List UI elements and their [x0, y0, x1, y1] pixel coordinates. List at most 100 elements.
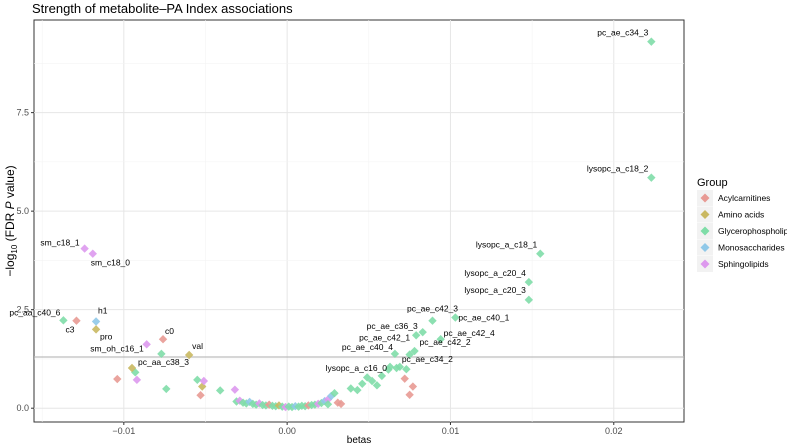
labeled-data-point [436, 335, 445, 344]
labeled-data-point [410, 346, 419, 356]
labeled-data-point [390, 349, 400, 359]
data-point [362, 373, 372, 382]
data-point [405, 390, 414, 400]
data-point [242, 399, 251, 408]
legend-label: Glycerophospholipids [718, 226, 787, 236]
legend-symbol [700, 226, 710, 236]
legend-symbol [700, 243, 710, 252]
data-point [193, 375, 202, 385]
point-label: sm_c18_0 [91, 258, 130, 268]
x-axis-ticks: −0.01 0.00 0.01 0.02 [112, 422, 623, 436]
data-points [59, 37, 656, 412]
point-labels: pc_ae_c34_3 lysopc_a_c18_2 lysopc_a_c18_1l… [9, 28, 648, 373]
point-label: pc_aa_c40_6 [9, 307, 60, 317]
labeled-data-point [411, 331, 421, 340]
legend-label: Sphingolipids [718, 259, 769, 269]
point-label: c3 [65, 325, 74, 335]
point-label: pc_ae_c42_2 [420, 337, 471, 347]
point-label: pc_ae_c40_1 [458, 313, 509, 323]
labeled-data-point [59, 316, 68, 325]
point-label: lysopc_a_c20_3 [464, 285, 526, 295]
data-point [162, 384, 171, 394]
data-point [336, 399, 346, 409]
point-label: pc_aa_c38_3 [138, 357, 189, 367]
point-label: lysopc_a_c18_1 [476, 240, 538, 250]
labeled-data-point [428, 316, 437, 325]
labeled-data-point [91, 317, 101, 326]
point-label: pc_ae_c42_3 [407, 304, 458, 314]
grid [34, 20, 684, 422]
data-point [353, 385, 362, 395]
y-axis-ticks: 0.0 2.5 5.0 7.5 [16, 108, 34, 413]
point-label: sm_c18_1 [40, 238, 79, 248]
y-tick-label: 5.0 [16, 206, 29, 216]
data-point [132, 375, 142, 385]
y-axis-label-prefix: −log [3, 254, 17, 277]
legend-label: Acylcarnitines [718, 193, 770, 203]
labeled-data-point [88, 249, 97, 258]
labeled-data-point [158, 335, 168, 344]
point-label: lysopc_a_c20_4 [464, 268, 526, 278]
labeled-data-point [536, 249, 545, 258]
legend-label: Amino acids [718, 210, 764, 220]
point-label: pc_ae_c34_2 [402, 354, 453, 364]
point-label: val [192, 341, 203, 351]
point-label: pc_ae_c40_4 [342, 342, 393, 352]
x-tick-label: 0.01 [442, 426, 460, 436]
y-tick-label: 0.0 [16, 403, 29, 413]
legend-label: Monosaccharides [718, 243, 785, 253]
data-point [196, 391, 205, 400]
data-point [405, 350, 414, 359]
point-label: h1 [98, 306, 108, 316]
point-label: pro [100, 331, 113, 341]
y-axis-label: −log10 (FDR P value) [3, 165, 19, 276]
y-axis-label-mid: (FDR [3, 209, 17, 244]
labeled-data-point [385, 362, 395, 372]
data-point [367, 376, 377, 386]
data-point [199, 376, 209, 386]
labeled-data-point [395, 362, 405, 372]
point-label: pc_ae_c42_4 [444, 328, 495, 338]
point-label: lysopc_a_c16_0 [326, 363, 388, 373]
chart-title: Strength of metabolite–PA Index associat… [32, 1, 293, 16]
y-tick-label: 2.5 [16, 305, 29, 315]
legend-symbol [700, 259, 710, 269]
data-point [157, 349, 166, 359]
data-point [402, 364, 411, 374]
data-point [346, 384, 356, 393]
labeled-data-point [647, 173, 656, 182]
data-point [358, 379, 367, 388]
y-axis-label-italic: P [3, 201, 17, 209]
point-label: pc_ae_c34_3 [597, 28, 648, 38]
data-point [330, 389, 339, 398]
labeled-data-point [80, 244, 89, 253]
data-point [408, 382, 418, 391]
labeled-data-point [142, 340, 151, 349]
legend-items: Acylcarnitines Amino acids Glycerophosphol… [697, 190, 787, 272]
labeled-data-point [418, 327, 427, 337]
labeled-data-point [184, 350, 194, 360]
labeled-data-point [127, 363, 137, 373]
legend: Group Acylcarnitines Amino acids Glyceroph… [697, 177, 787, 272]
point-label: pc_ae_c36_3 [367, 321, 418, 331]
data-point [372, 381, 382, 390]
plot-panel [33, 19, 685, 423]
x-tick-label: 0.00 [278, 426, 296, 436]
data-point [230, 385, 240, 394]
labeled-data-point [524, 277, 534, 287]
data-point [400, 374, 409, 383]
point-label: c0 [165, 326, 174, 336]
labeled-data-point [524, 295, 534, 305]
legend-symbol [700, 210, 710, 219]
point-label: lysopc_a_c18_2 [587, 164, 649, 174]
x-axis-label: betas [347, 435, 371, 446]
legend-symbol [700, 193, 710, 203]
labeled-data-point [451, 313, 460, 322]
data-point [323, 400, 333, 409]
y-tick-label: 7.5 [16, 108, 29, 118]
y-axis-label-suffix: value) [3, 165, 17, 201]
point-label: pc_ae_c42_1 [359, 332, 410, 342]
point-label: sm_oh_c16_1 [90, 343, 144, 353]
data-point [113, 374, 122, 384]
